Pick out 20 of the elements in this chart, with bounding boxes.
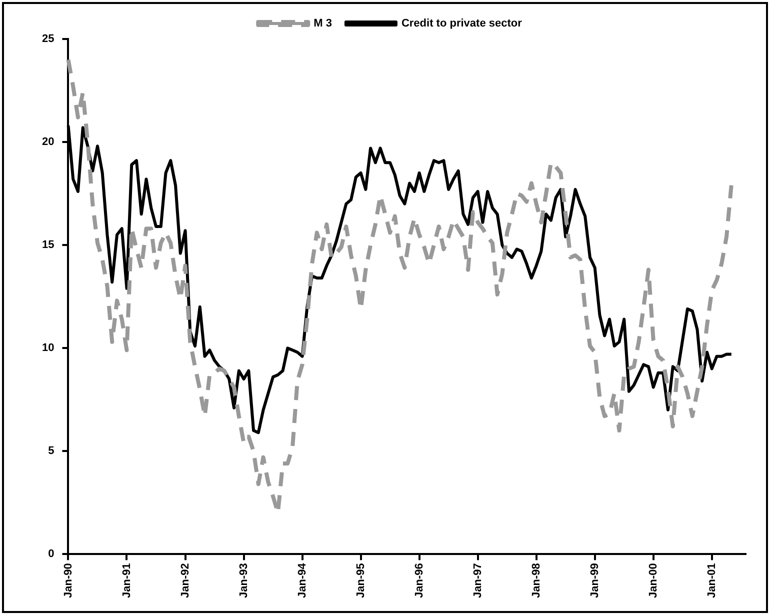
y-tick-label: 10: [42, 342, 54, 354]
x-tick-label: Jan-94: [296, 562, 308, 598]
x-tick-label: Jan-99: [588, 563, 601, 598]
x-tick-label: Jan-97: [472, 563, 484, 598]
y-tick-label: 5: [48, 445, 54, 458]
x-tick-label: Jan-93: [238, 563, 250, 598]
x-tick-label: Jan-96: [413, 563, 426, 598]
y-tick-label: 15: [42, 239, 54, 252]
x-tick-label: Jan-01: [706, 563, 718, 598]
x-tick-label: Jan-91: [120, 563, 133, 598]
x-tick-label: Jan-95: [354, 563, 367, 598]
legend-label: Credit to private sector: [401, 18, 523, 30]
x-tick-label: Jan-00: [647, 563, 660, 598]
y-tick-label: 0: [48, 548, 54, 560]
y-tick-label: 20: [42, 136, 54, 148]
legend-label: M 3: [314, 18, 332, 30]
x-tick-label: Jan-90: [62, 563, 74, 598]
x-tick-label: Jan-92: [179, 563, 192, 598]
y-tick-label: 25: [42, 33, 54, 46]
x-tick-label: Jan-98: [530, 563, 542, 598]
